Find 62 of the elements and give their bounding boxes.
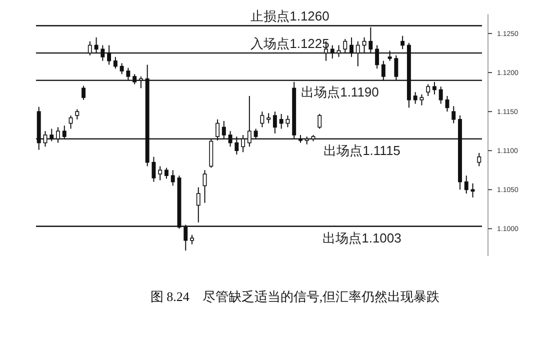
candlestick: [445, 95, 450, 112]
candlestick: [241, 134, 246, 153]
candlestick: [50, 128, 54, 142]
candlestick: [254, 128, 258, 140]
candlestick: [56, 126, 60, 144]
candlestick: [100, 44, 105, 62]
candlestick: [82, 85, 86, 100]
candlestick: [184, 224, 188, 252]
candlestick: [266, 112, 271, 124]
candlestick: [375, 44, 380, 70]
candlestick: [362, 36, 366, 54]
candlestick: [132, 74, 137, 85]
candlestick: [452, 106, 456, 124]
candlestick: [228, 130, 232, 148]
candlestick: [196, 186, 200, 223]
candlestick: [356, 40, 360, 67]
candlestick: [107, 44, 112, 66]
candlestick: [62, 125, 66, 140]
candlestick: [330, 44, 334, 59]
ref-line-label: 出场点1.1115: [324, 142, 400, 158]
candlestick: [438, 86, 443, 104]
candlestick: [464, 175, 468, 194]
candlestick: [190, 234, 194, 245]
candlestick: [400, 35, 405, 50]
candlestick: [318, 113, 322, 130]
text: 图 8.24 尽管缺乏适当的信号,但汇率仍然出现暴跌: [150, 289, 440, 304]
candlestick: [420, 94, 424, 106]
candlestick: [470, 182, 475, 198]
candlestick: [279, 113, 284, 130]
candlestick: [120, 62, 124, 75]
candlestick: [343, 38, 348, 54]
candlestick: [222, 120, 226, 140]
candlestick: [426, 84, 430, 96]
candlestick: [234, 136, 239, 156]
candlestick: [164, 167, 168, 180]
candlestick: [350, 36, 354, 58]
ref-line-label: 入场点1.1225: [250, 36, 330, 52]
candlestick: [75, 108, 80, 120]
candlestick: [94, 36, 98, 54]
candlestick: [286, 114, 290, 128]
candlestick: [247, 95, 252, 148]
candlestick: [88, 40, 92, 56]
ref-line-label: 出场点1.1190: [301, 84, 379, 100]
candlestick: [432, 81, 436, 95]
ref-line-label: 出场点1.1003: [322, 230, 402, 246]
ref-line-label: 止损点1.1260: [250, 8, 330, 24]
candlestick: [381, 60, 386, 81]
candlestick: [158, 166, 162, 181]
candlestick: [394, 54, 398, 81]
candlestick: [368, 26, 373, 54]
candlestick: [477, 152, 482, 167]
candlestick: [413, 92, 418, 104]
candlestick: [170, 170, 175, 186]
candlestick: [138, 76, 143, 89]
candlestick: [260, 111, 264, 128]
candlestick: [68, 114, 73, 130]
candlestick: [272, 111, 277, 134]
candlestick: [216, 118, 220, 141]
candlestick: [388, 50, 392, 62]
candlestick: [152, 156, 156, 182]
candlestick: [126, 67, 130, 81]
candlestick: [113, 56, 118, 70]
